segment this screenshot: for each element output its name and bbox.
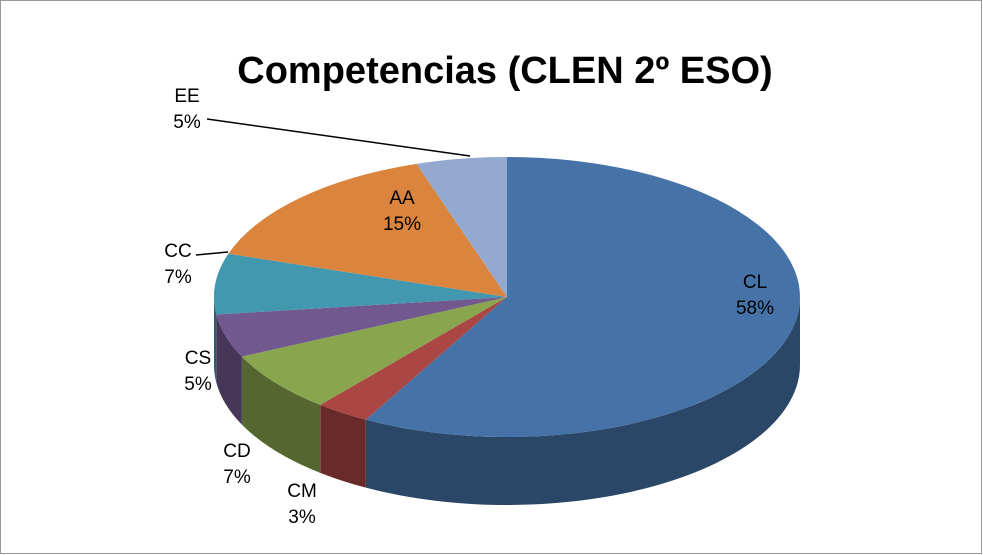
slice-value: 5% (173, 112, 201, 133)
slice-side (241, 356, 321, 473)
slice (228, 163, 507, 297)
slice (416, 157, 507, 297)
slice-label: CM (287, 481, 317, 502)
slice-label: CD (223, 441, 250, 462)
slice-value: 15% (383, 214, 421, 235)
slice-label: CS (185, 348, 211, 369)
slice (320, 297, 507, 420)
slice-value: 3% (288, 507, 316, 528)
slice (241, 297, 507, 405)
slice (214, 253, 507, 315)
slice (365, 157, 800, 437)
leader-line (195, 251, 229, 256)
slice-label: AA (389, 188, 415, 209)
slice-label: EE (174, 86, 199, 107)
slice-value: 7% (223, 467, 251, 488)
slice (216, 297, 507, 357)
slice-label: CL (743, 272, 767, 293)
slice-label: CC (164, 241, 191, 262)
chart-title: Competencias (CLEN 2º ESO) (237, 50, 772, 92)
slice-side (365, 297, 800, 505)
slice-side (320, 404, 366, 488)
slice-value: 58% (736, 298, 774, 319)
slice-value: 5% (184, 374, 212, 395)
slice-value: 7% (164, 267, 192, 288)
slice-side (216, 314, 242, 425)
leader-line (206, 118, 471, 157)
slice-side (214, 297, 217, 383)
